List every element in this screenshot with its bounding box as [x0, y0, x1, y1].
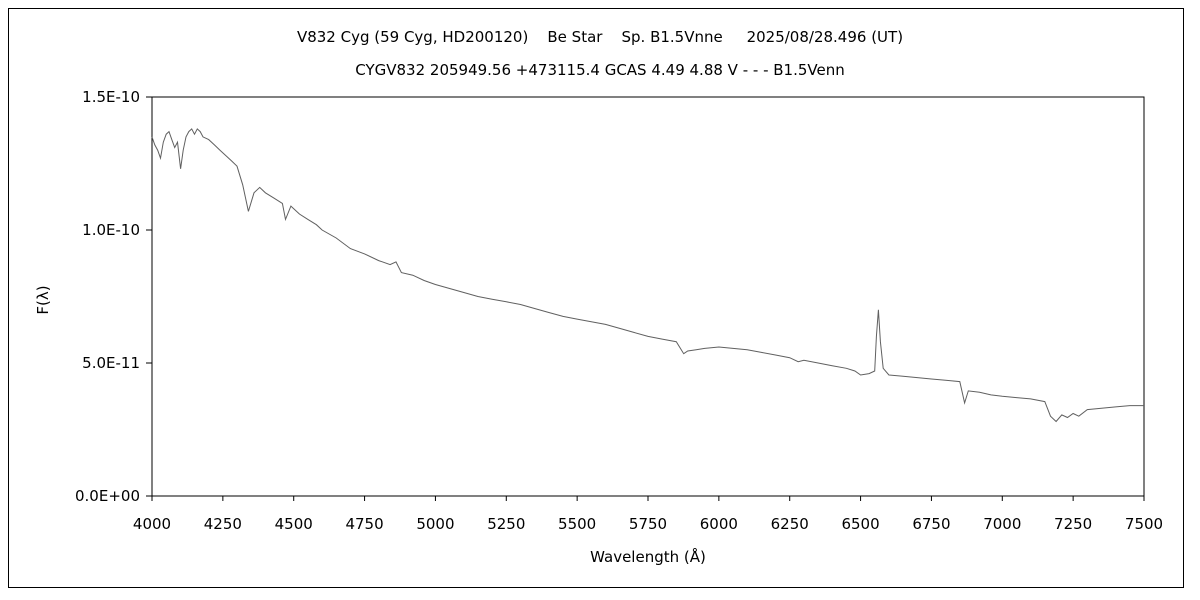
x-tick-label: 5250	[487, 515, 525, 533]
y-tick-label: 1.5E-10	[82, 88, 140, 106]
x-axis: 4000 4250 4500 4750 5000 5250 5500 5750 6000 6250…	[133, 496, 1163, 533]
x-tick-label: 5750	[629, 515, 667, 533]
y-tick-label: 0.0E+00	[75, 487, 140, 505]
x-tick-label: 7500	[1125, 515, 1163, 533]
x-tick-label: 5500	[558, 515, 596, 533]
x-axis-title: Wavelength (Å)	[590, 547, 706, 566]
x-tick-label: 6000	[700, 515, 738, 533]
chart-title: V832 Cyg (59 Cyg, HD200120) Be Star Sp. …	[296, 28, 904, 46]
x-tick-label: 4000	[133, 515, 171, 533]
x-tick-label: 4250	[204, 515, 242, 533]
y-tick-label: 5.0E-11	[82, 354, 140, 372]
x-tick-label: 7000	[983, 515, 1021, 533]
x-tick-label: 6750	[912, 515, 950, 533]
spectrum-line	[151, 128, 1144, 423]
x-tick-label: 4500	[275, 515, 313, 533]
x-tick-label: 4750	[345, 515, 383, 533]
y-tick-label: 1.0E-10	[82, 221, 140, 239]
plot-area	[151, 96, 1145, 497]
y-axis: 0.0E+00 5.0E-11 1.0E-10 1.5E-10	[75, 88, 152, 505]
x-tick-label: 6500	[841, 515, 879, 533]
chart-subtitle: CYGV832 205949.56 +473115.4 GCAS 4.49 4.…	[355, 61, 845, 79]
x-tick-label: 7250	[1054, 515, 1092, 533]
chart-frame	[8, 8, 1184, 588]
x-tick-label: 5000	[416, 515, 454, 533]
y-axis-title: F(λ)	[34, 285, 52, 314]
series-layer	[151, 128, 1144, 423]
x-tick-label: 6250	[771, 515, 809, 533]
